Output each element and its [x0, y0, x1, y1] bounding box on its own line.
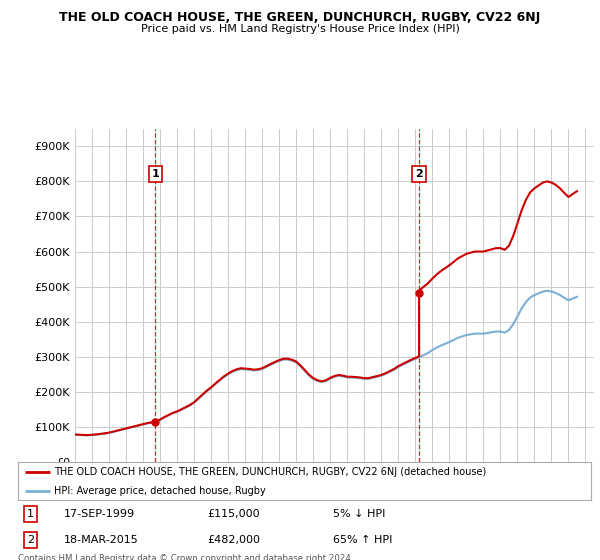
Text: 2: 2	[415, 169, 423, 179]
Text: £115,000: £115,000	[207, 509, 260, 519]
Text: 65% ↑ HPI: 65% ↑ HPI	[333, 535, 392, 545]
Text: 17-SEP-1999: 17-SEP-1999	[64, 509, 135, 519]
Text: THE OLD COACH HOUSE, THE GREEN, DUNCHURCH, RUGBY, CV22 6NJ: THE OLD COACH HOUSE, THE GREEN, DUNCHURC…	[59, 11, 541, 24]
Text: HPI: Average price, detached house, Rugby: HPI: Average price, detached house, Rugb…	[54, 486, 266, 496]
Text: 5% ↓ HPI: 5% ↓ HPI	[333, 509, 386, 519]
Text: 1: 1	[27, 509, 34, 519]
Text: THE OLD COACH HOUSE, THE GREEN, DUNCHURCH, RUGBY, CV22 6NJ (detached house): THE OLD COACH HOUSE, THE GREEN, DUNCHURC…	[54, 467, 487, 477]
Text: 1: 1	[151, 169, 159, 179]
Text: 18-MAR-2015: 18-MAR-2015	[64, 535, 139, 545]
Text: Contains HM Land Registry data © Crown copyright and database right 2024.
This d: Contains HM Land Registry data © Crown c…	[18, 554, 353, 560]
Text: £482,000: £482,000	[207, 535, 260, 545]
Text: Price paid vs. HM Land Registry's House Price Index (HPI): Price paid vs. HM Land Registry's House …	[140, 24, 460, 34]
Text: 2: 2	[27, 535, 34, 545]
